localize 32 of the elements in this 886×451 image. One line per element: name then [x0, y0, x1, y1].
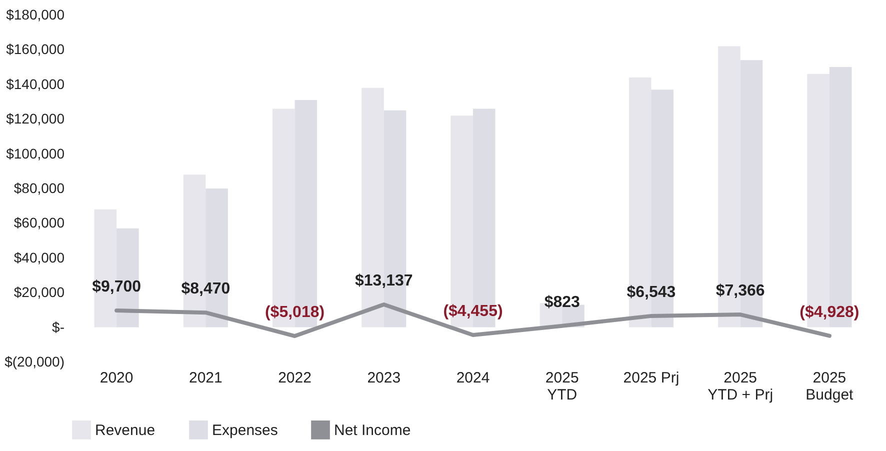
- data-label: $8,470: [181, 280, 230, 298]
- data-label: ($4,928): [800, 304, 860, 321]
- data-label: $823: [544, 294, 580, 311]
- legend-label: Net Income: [334, 422, 411, 439]
- x-tick-label: 2023: [367, 370, 401, 386]
- data-label: $6,543: [626, 284, 676, 301]
- data-label: $9,700: [92, 278, 142, 296]
- y-tick-label: $80,000: [14, 180, 65, 196]
- y-tick-label: $20,000: [14, 284, 65, 300]
- x-tick-label: 2020: [100, 370, 134, 386]
- y-tick-label: $120,000: [6, 110, 65, 127]
- y-tick-label: $60,000: [14, 214, 65, 231]
- y-tick-label: $100,000: [6, 145, 65, 162]
- x-tick-label: 2025 YTD: [545, 370, 579, 404]
- y-tick-label: $-: [52, 318, 65, 335]
- data-label: $13,137: [354, 272, 413, 290]
- x-tick-label: 2025 YTD + Prj: [708, 370, 774, 404]
- x-tick-label: 2024: [456, 370, 490, 386]
- data-label: ($5,018): [264, 304, 325, 322]
- x-tick-label: 2021: [188, 370, 222, 386]
- y-tick-label: $(20,000): [4, 354, 64, 370]
- y-tick-label: $180,000: [6, 6, 65, 22]
- legend-label: Revenue: [95, 422, 156, 439]
- x-tick-label: 2025 Budget: [806, 370, 854, 404]
- data-label: ($4,455): [443, 303, 503, 320]
- legend-label: Expenses: [212, 422, 278, 439]
- data-label: $7,366: [716, 282, 765, 300]
- x-tick-label: 2025 Prj: [623, 370, 680, 386]
- y-tick-label: $140,000: [6, 76, 65, 92]
- x-tick-label: 2022: [278, 370, 312, 386]
- y-tick-label: $160,000: [6, 41, 65, 58]
- y-tick-label: $40,000: [14, 249, 65, 266]
